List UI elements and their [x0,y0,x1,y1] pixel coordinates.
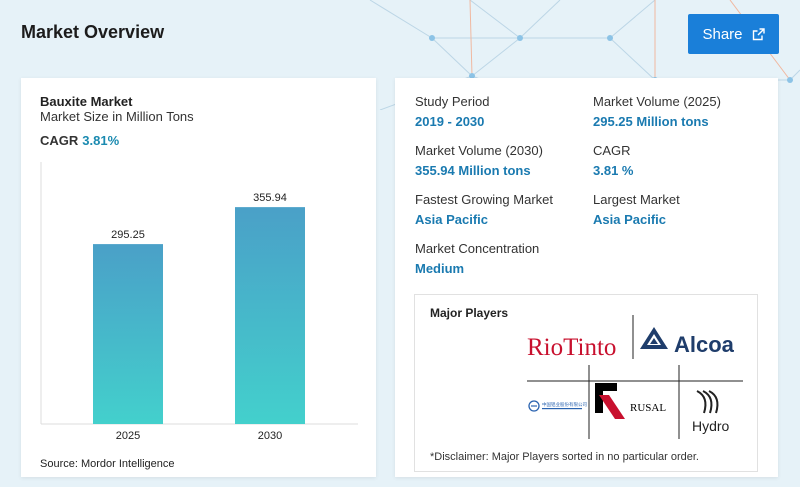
stat-value: 295.25 Million tons [593,114,709,129]
stat-value: 2019 - 2030 [415,114,485,129]
page-title: Market Overview [21,22,165,42]
stat-label: CAGR [593,143,631,158]
cagr-label: CAGR [40,133,79,148]
stat-label: Market Volume (2030) [415,143,543,158]
stat-volume-2030: Market Volume (2030) 355.94 Million tons [415,143,543,178]
market-size-subtitle: Market Size in Million Tons [40,109,194,124]
stat-value: 3.81 % [593,163,634,178]
stat-label: Market Concentration [415,241,540,256]
riotinto-logo-text: RioTinto [527,334,616,361]
riotinto-logo: RioTinto [527,334,616,361]
stat-label: Fastest Growing Market [415,192,553,207]
stat-label: Market Volume (2025) [593,94,721,109]
alcoa-logo-text: Alcoa [674,332,735,357]
stat-largest-market: Largest Market Asia Pacific [593,192,680,227]
hydro-logo: Hydro [692,390,730,434]
x-tick-label: 2030 [258,430,282,442]
bar-2025 [93,244,163,424]
market-stats-card: Study Period 2019 - 2030 Market Volume (… [395,78,778,477]
stat-fastest-growing: Fastest Growing Market Asia Pacific [415,192,553,227]
stat-volume-2025: Market Volume (2025) 295.25 Million tons [593,94,721,129]
market-size-bar-chart: 295.25 2025 355.94 2030 [40,162,358,442]
major-players-box: Major Players RioTinto Alcoa 中国铝 [414,294,758,472]
market-name: Bauxite Market [40,94,133,109]
rusal-logo-text: RUSAL [630,402,666,414]
header: Market Overview Share [0,0,800,110]
stat-label: Largest Market [593,192,680,207]
players-disclaimer: *Disclaimer: Major Players sorted in no … [430,451,699,463]
chalco-logo-text: 中国铝业股份有限公司 [542,401,587,408]
x-tick-label: 2025 [116,430,140,442]
stat-value: Medium [415,261,465,276]
external-link-icon [752,27,765,40]
stat-label: Study Period [415,94,490,109]
major-players-title: Major Players [430,306,509,320]
share-button[interactable]: Share [688,14,779,54]
source-note: Source: Mordor Intelligence [40,458,175,470]
bar-value-label: 355.94 [253,192,287,204]
bar-2030 [235,207,305,424]
alcoa-logo: Alcoa [640,327,735,357]
stat-study-period: Study Period 2019 - 2030 [415,94,489,129]
share-button-label: Share [702,25,743,43]
stat-value: Asia Pacific [593,212,666,227]
cagr-summary: CAGR 3.81% [40,133,119,148]
stat-value: Asia Pacific [415,212,488,227]
stat-value: 355.94 Million tons [415,163,531,178]
stat-concentration: Market Concentration Medium [415,241,539,276]
major-players-logos: RioTinto Alcoa 中国铝业股份有限公司 RUSAL [527,315,743,439]
rusal-logo: RUSAL [595,383,666,419]
stat-cagr: CAGR 3.81 % [593,143,633,178]
hydro-logo-text: Hydro [692,418,730,434]
market-size-card: Bauxite Market Market Size in Million To… [21,78,376,477]
cagr-value: 3.81% [82,133,120,148]
chalco-logo: 中国铝业股份有限公司 [528,400,587,412]
bar-value-label: 295.25 [111,229,145,241]
